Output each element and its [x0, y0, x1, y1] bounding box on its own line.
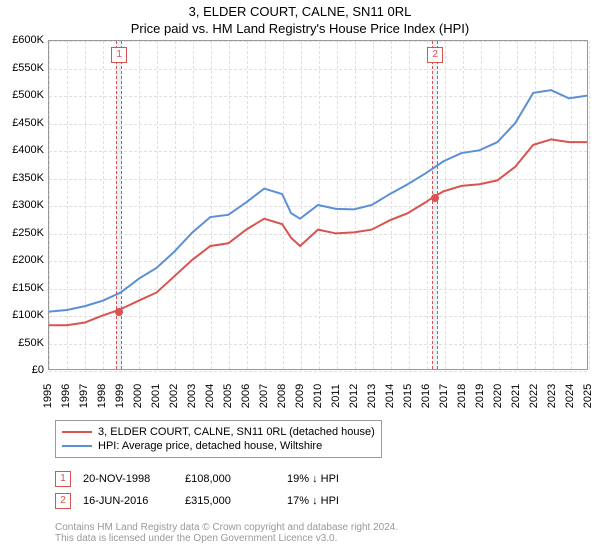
transaction-price: £108,000: [185, 473, 275, 485]
x-tick-label: 2020: [492, 384, 504, 408]
x-tick-label: 2007: [258, 384, 270, 408]
x-tick-label: 2009: [294, 384, 306, 408]
x-tick-label: 2014: [384, 384, 396, 408]
transaction-delta: 19% ↓ HPI: [287, 473, 377, 485]
gridline-vertical: [589, 41, 590, 369]
y-tick-label: £100K: [2, 309, 44, 321]
chart-title: 3, ELDER COURT, CALNE, SN11 0RL: [0, 0, 600, 19]
attribution-line: Contains HM Land Registry data © Crown c…: [55, 522, 398, 533]
y-tick-label: £500K: [2, 89, 44, 101]
transaction-index-box: 2: [55, 493, 71, 509]
series-line-subject: [49, 139, 587, 325]
x-tick-label: 2023: [546, 384, 558, 408]
x-tick-label: 1996: [60, 384, 72, 408]
x-tick-label: 2011: [330, 384, 342, 408]
x-tick-label: 2012: [348, 384, 360, 408]
legend-swatch: [62, 445, 92, 447]
x-tick-label: 2010: [312, 384, 324, 408]
transaction-row: 2 16-JUN-2016 £315,000 17% ↓ HPI: [55, 490, 377, 512]
y-tick-label: £600K: [2, 34, 44, 46]
x-tick-label: 2021: [510, 384, 522, 408]
x-tick-label: 2015: [402, 384, 414, 408]
x-tick-label: 2018: [456, 384, 468, 408]
x-tick-label: 2016: [420, 384, 432, 408]
x-tick-label: 2013: [366, 384, 378, 408]
x-tick-label: 2006: [240, 384, 252, 408]
plot-area: 12: [48, 40, 588, 370]
legend-label: 3, ELDER COURT, CALNE, SN11 0RL (detache…: [98, 426, 375, 438]
y-tick-label: £350K: [2, 172, 44, 184]
legend-row: 3, ELDER COURT, CALNE, SN11 0RL (detache…: [62, 425, 375, 439]
legend-row: HPI: Average price, detached house, Wilt…: [62, 439, 375, 453]
x-tick-label: 2025: [582, 384, 594, 408]
x-tick-label: 1997: [78, 384, 90, 408]
gridline-horizontal: [49, 371, 587, 372]
transaction-date: 20-NOV-1998: [83, 473, 173, 485]
transactions-table: 1 20-NOV-1998 £108,000 19% ↓ HPI 2 16-JUN-201…: [55, 468, 377, 512]
x-tick-label: 2022: [528, 384, 540, 408]
x-tick-label: 2017: [438, 384, 450, 408]
chart-container: 3, ELDER COURT, CALNE, SN11 0RL Price pa…: [0, 0, 600, 560]
x-tick-label: 2024: [564, 384, 576, 408]
x-tick-label: 2008: [276, 384, 288, 408]
x-tick-label: 2005: [222, 384, 234, 408]
x-tick-label: 2002: [168, 384, 180, 408]
transaction-date: 16-JUN-2016: [83, 495, 173, 507]
attribution: Contains HM Land Registry data © Crown c…: [55, 522, 398, 544]
y-tick-label: £150K: [2, 282, 44, 294]
y-tick-label: £450K: [2, 117, 44, 129]
x-tick-label: 2001: [150, 384, 162, 408]
y-tick-label: £400K: [2, 144, 44, 156]
attribution-line: This data is licensed under the Open Gov…: [55, 533, 398, 544]
y-tick-label: £300K: [2, 199, 44, 211]
x-tick-label: 2004: [204, 384, 216, 408]
y-tick-label: £200K: [2, 254, 44, 266]
x-tick-label: 2000: [132, 384, 144, 408]
x-tick-label: 2019: [474, 384, 486, 408]
transaction-index-box: 1: [55, 471, 71, 487]
y-tick-label: £50K: [2, 337, 44, 349]
legend: 3, ELDER COURT, CALNE, SN11 0RL (detache…: [55, 420, 382, 458]
x-tick-label: 1998: [96, 384, 108, 408]
y-tick-label: £550K: [2, 62, 44, 74]
x-tick-label: 1995: [42, 384, 54, 408]
y-tick-label: £0: [2, 364, 44, 376]
legend-label: HPI: Average price, detached house, Wilt…: [98, 440, 322, 452]
x-tick-label: 2003: [186, 384, 198, 408]
y-tick-label: £250K: [2, 227, 44, 239]
series-svg: [49, 41, 587, 369]
transaction-row: 1 20-NOV-1998 £108,000 19% ↓ HPI: [55, 468, 377, 490]
chart-subtitle: Price paid vs. HM Land Registry's House …: [0, 19, 600, 36]
legend-swatch: [62, 431, 92, 433]
x-tick-label: 1999: [114, 384, 126, 408]
transaction-price: £315,000: [185, 495, 275, 507]
transaction-delta: 17% ↓ HPI: [287, 495, 377, 507]
series-line-hpi: [49, 90, 587, 311]
